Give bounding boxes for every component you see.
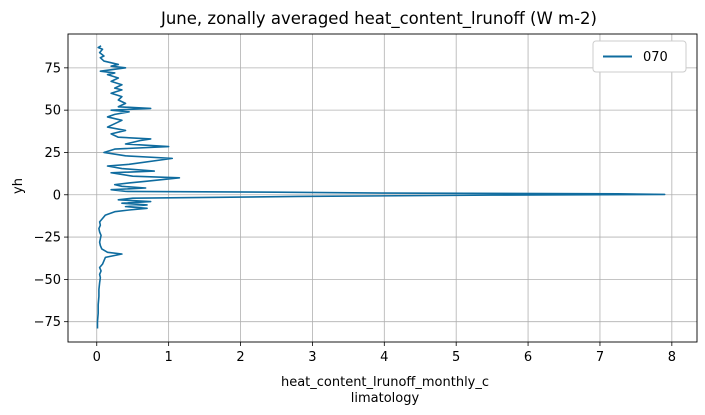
y-tick-label: −75 xyxy=(34,315,61,330)
legend-entry-070: 070 xyxy=(643,50,668,65)
y-tick-label: −50 xyxy=(34,273,61,288)
x-axis-label-line-1: heat_content_lrunoff_monthly_c xyxy=(281,375,489,390)
x-tick-label: 7 xyxy=(596,350,604,365)
y-tick-label: 25 xyxy=(44,146,61,161)
x-tick-label: 6 xyxy=(524,350,532,365)
series-line-070 xyxy=(96,45,666,329)
x-tick-label: 2 xyxy=(236,350,244,365)
x-tick-label: 5 xyxy=(452,350,460,365)
plot-frame xyxy=(67,33,698,343)
x-tick-label: 8 xyxy=(668,350,676,365)
x-axis-ticks: 0 1 2 3 4 5 6 7 8 xyxy=(93,342,676,365)
series-layer xyxy=(96,45,666,329)
y-axis-ticks: −75 −50 −25 0 25 50 75 xyxy=(34,61,68,330)
x-tick-label: 0 xyxy=(93,350,101,365)
y-tick-label: −25 xyxy=(34,231,61,246)
x-axis-label-line-2: limatology xyxy=(351,391,420,406)
x-tick-label: 4 xyxy=(380,350,388,365)
x-tick-label: 1 xyxy=(164,350,172,365)
y-axis-label: yh xyxy=(11,178,26,194)
legend-box xyxy=(592,40,687,73)
x-tick-label: 3 xyxy=(308,350,316,365)
legend: 070 xyxy=(592,40,687,73)
grid-lines xyxy=(68,34,697,342)
y-tick-label: 0 xyxy=(53,188,61,203)
y-tick-label: 50 xyxy=(44,104,61,119)
y-tick-label: 75 xyxy=(44,61,61,76)
chart-title: June, zonally averaged heat_content_lrun… xyxy=(160,9,597,29)
